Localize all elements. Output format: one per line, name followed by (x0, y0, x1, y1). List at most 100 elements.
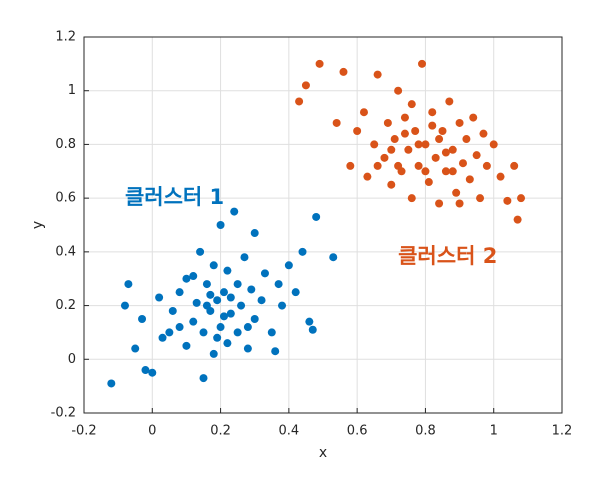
y-tick-label: 0.2 (55, 298, 76, 313)
point (431, 153, 440, 162)
point (189, 272, 198, 281)
point (202, 301, 211, 310)
point (421, 167, 430, 176)
x-tick-label: 1.2 (552, 424, 573, 439)
point (219, 312, 228, 321)
x-tick-label: 0.6 (347, 424, 368, 439)
point (250, 229, 259, 238)
point (513, 215, 522, 224)
point (428, 121, 437, 130)
point (278, 301, 287, 310)
point (390, 135, 399, 144)
point (373, 70, 382, 79)
point (370, 140, 379, 149)
point (216, 221, 225, 229)
point (182, 341, 191, 350)
point (441, 167, 450, 176)
point (353, 127, 362, 135)
point (182, 274, 191, 283)
point (155, 293, 164, 302)
point (332, 118, 341, 127)
point (465, 175, 474, 184)
point (213, 296, 222, 305)
point (452, 188, 461, 197)
point (243, 323, 252, 332)
point (469, 113, 478, 122)
y-axis-label: y (30, 221, 46, 229)
point (196, 247, 205, 256)
point (202, 280, 211, 289)
point (107, 379, 116, 388)
point (455, 199, 464, 208)
point (489, 140, 498, 149)
y-tick-label: 1.2 (55, 30, 76, 45)
point (226, 293, 235, 302)
point (120, 301, 129, 310)
point (199, 374, 208, 383)
point (175, 288, 184, 297)
point (213, 333, 222, 342)
point (387, 180, 396, 189)
point (219, 288, 228, 297)
point (448, 145, 457, 154)
point (482, 161, 491, 170)
point (216, 323, 225, 332)
x-tick-label: 1 (490, 424, 498, 439)
point (250, 315, 259, 323)
point (458, 159, 467, 168)
point (267, 328, 276, 337)
point (206, 290, 215, 299)
point (414, 140, 423, 149)
point (223, 339, 232, 348)
point (400, 113, 409, 122)
point (260, 269, 269, 278)
point (312, 212, 321, 221)
point (383, 118, 392, 127)
point (291, 288, 300, 297)
point (223, 266, 232, 275)
point (359, 108, 368, 117)
point (209, 261, 218, 270)
point (373, 161, 382, 170)
point (380, 153, 389, 162)
y-tick-label: 1 (68, 83, 76, 98)
point (257, 296, 266, 305)
point (404, 145, 413, 154)
y-tick-label: 0.6 (55, 191, 76, 206)
x-tick-label: -0.2 (71, 424, 96, 439)
point (192, 298, 201, 307)
point (476, 194, 485, 203)
point (158, 333, 167, 342)
point (141, 366, 150, 375)
point (209, 349, 218, 358)
point (237, 301, 246, 310)
point (305, 317, 314, 326)
point (138, 315, 147, 323)
plot-frame (83, 36, 563, 414)
point (298, 247, 307, 256)
point (240, 253, 249, 262)
point (243, 344, 252, 353)
y-tick-label: 0.4 (55, 244, 76, 259)
point (394, 161, 403, 170)
y-tick-label: -0.2 (51, 406, 76, 421)
point (175, 323, 184, 332)
point (284, 261, 293, 270)
point (407, 194, 416, 203)
point (424, 178, 433, 187)
x-tick-label: 0.2 (210, 424, 231, 439)
point (271, 347, 280, 356)
point (148, 368, 157, 377)
point (308, 325, 317, 334)
point (438, 127, 447, 135)
point (301, 81, 310, 90)
point (230, 207, 239, 216)
point (387, 145, 396, 154)
point (233, 280, 242, 289)
point (448, 167, 457, 176)
point (199, 328, 208, 337)
point (435, 135, 444, 144)
point (418, 59, 427, 68)
point (407, 100, 416, 109)
point (165, 328, 174, 337)
